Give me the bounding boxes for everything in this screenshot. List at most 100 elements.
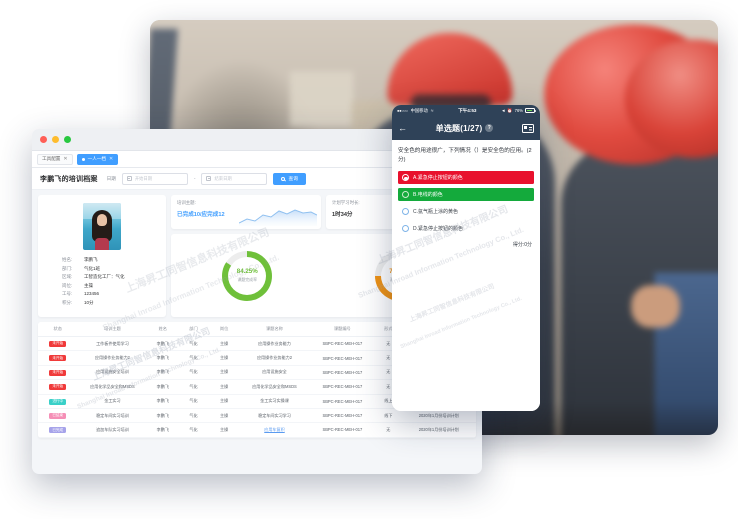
- status-badge: 未开始: [49, 355, 67, 362]
- dept-cell: 气化: [178, 365, 209, 381]
- table-row[interactable]: 已完成 追加车队实习培训 李鹏飞 气化 主操 应用车复积 SBPC-REC-MEH-017 无…: [38, 422, 476, 438]
- field-value: 李鹏飞: [84, 257, 98, 262]
- wifi-icon: ≈: [430, 108, 434, 113]
- search-button[interactable]: 查询: [273, 172, 307, 185]
- answer-card-icon[interactable]: [522, 123, 534, 133]
- theme-cell: 应用化学品安全和MSDS: [77, 379, 148, 395]
- table-row[interactable]: 未开始 应用设施安全培训 李鹏飞 气化 主操 应用设施安全 SBPC-REC-MEH-017…: [38, 365, 476, 381]
- option-label: C.氩气瓶上涂的黄色: [413, 209, 459, 216]
- avatar: [83, 203, 121, 250]
- close-tab-icon[interactable]: ✕: [108, 155, 114, 162]
- end-date-placeholder: 结束日期: [214, 175, 232, 181]
- help-icon[interactable]: ?: [485, 124, 494, 132]
- radio-icon: [402, 174, 409, 182]
- option-a[interactable]: A.紧急停止按钮的颜色: [398, 171, 534, 185]
- field-value: 123456: [84, 291, 100, 297]
- status-badge: 已完成: [49, 427, 67, 434]
- status-badge: 进行中: [49, 398, 67, 405]
- table-column-header: 岗位: [208, 322, 240, 337]
- stat-card-training-theme: 培训主题: 已完成10/应完成12: [171, 195, 321, 229]
- phone-mockup: ●●○○○ 中国移动 ≈ 下午4:53 ◄ ⏰ 76% ← 单选题(1/27) …: [392, 105, 540, 411]
- plan-cell: 2020年1月份培训计划: [401, 422, 476, 438]
- code-cell: SBPC-REC-MEH-017: [309, 336, 376, 352]
- minimize-window-icon[interactable]: [52, 136, 59, 143]
- status-badge: 未开始: [49, 369, 67, 376]
- dept-cell: 气化: [178, 422, 209, 438]
- close-tab-icon[interactable]: ✕: [63, 155, 68, 162]
- post-cell: 主操: [208, 422, 240, 438]
- topic-cell: 应用化学品安全和MSDS: [239, 379, 310, 395]
- code-cell: SBPC-REC-MEH-017: [309, 365, 376, 381]
- topic-cell: 稳定车间实习学习: [239, 408, 310, 424]
- radio-icon: [402, 191, 409, 199]
- tab-tool-config[interactable]: 工具配置 ✕: [37, 153, 73, 165]
- question-body: 安全色的用途很广，下列情况（）是安全色的应用。(2分) A.紧急停止按钮的颜色 …: [392, 140, 540, 411]
- tab-one-person-one-file[interactable]: 一人一档 ✕: [76, 153, 119, 165]
- dept-cell: 气化: [178, 394, 209, 409]
- carrier-label: 中国移动: [410, 107, 428, 113]
- status-cell: 未开始: [38, 350, 78, 366]
- search-icon: [281, 176, 286, 181]
- post-cell: 主操: [208, 394, 240, 409]
- active-tab-dot-icon: [81, 157, 85, 161]
- window-content: 姓名: 李鹏飞 部门: 气化1班 区域: 工智造化工厂：气化 岗位:: [32, 190, 482, 443]
- topic-cell: 应用设施安全: [239, 365, 310, 381]
- status-badge: 已结束: [49, 412, 67, 419]
- table-column-header: 姓名: [147, 322, 179, 337]
- calendar-icon: [126, 176, 132, 181]
- start-date-input[interactable]: 开始日期: [121, 172, 188, 185]
- training-records-table: 状态培训主题姓名部门岗位课题名称课题编号形式培训计划 未开始 工作板件使用学习李鹏…: [38, 322, 476, 438]
- theme-cell: 追加车队实习培训: [77, 422, 148, 438]
- status-cell: 未开始: [38, 379, 78, 395]
- option-c[interactable]: C.氩气瓶上涂的黄色: [398, 205, 534, 218]
- code-cell: SBPC-REC-MEH-017: [309, 408, 376, 424]
- profile-card: 姓名: 李鹏飞 部门: 气化1班 区域: 工智造化工厂：气化 岗位:: [38, 195, 166, 317]
- field-value: 主操: [84, 282, 93, 288]
- question-score: 得分:0分: [512, 242, 532, 249]
- name-cell: 李鹏飞: [147, 336, 179, 352]
- topic-cell: 应用操作业务能力2: [239, 350, 310, 366]
- name-cell: 李鹏飞: [147, 422, 179, 438]
- status-time: 下午4:53: [458, 107, 477, 113]
- topic-link[interactable]: 应用车复积: [264, 426, 285, 432]
- question-text: 安全色的用途很广，下列情况（）是安全色的应用。(2分): [398, 148, 532, 164]
- calendar-icon: [206, 176, 212, 181]
- theme-cell: 工作板件使用学习: [77, 336, 148, 352]
- close-window-icon[interactable]: [40, 136, 47, 143]
- alarm-icon: ⏰: [507, 107, 513, 113]
- status-badge: 未开始: [49, 384, 67, 391]
- end-date-input[interactable]: 结束日期: [201, 172, 268, 185]
- radio-icon: [402, 208, 409, 216]
- table-column-header: 培训主题: [77, 322, 148, 337]
- status-cell: 未开始: [38, 336, 78, 352]
- window-titlebar: [32, 129, 482, 151]
- field-key: 部门:: [62, 265, 73, 271]
- dept-cell: 气化: [178, 408, 209, 424]
- table-row[interactable]: 已结束 稳定车间实习培训 李鹏飞 气化 主操 稳定车间实习学习 SBPC-REC-MEH-0…: [38, 408, 476, 424]
- signal-dots-icon: ●●○○○: [397, 108, 408, 113]
- post-cell: 主操: [208, 336, 240, 352]
- tab-bar: 工具配置 ✕ 一人一档 ✕: [32, 151, 482, 168]
- form-cell: 线下: [375, 408, 402, 424]
- option-d[interactable]: D.紧急停止按钮的颜色: [398, 222, 534, 235]
- stat-label: 培训主题:: [177, 200, 196, 205]
- table-column-header: 课题编号: [309, 322, 376, 337]
- profile-field-row: 工号: 123456: [62, 291, 166, 297]
- option-b[interactable]: B.电线的颜色: [398, 188, 534, 202]
- page-title: 李鹏飞的培训档案: [40, 175, 98, 183]
- table-row[interactable]: 未开始 应用化学品安全和MSDS 李鹏飞 气化 主操 应用化学品安全和MSDS SBPC-R…: [38, 379, 476, 395]
- form-cell: 无: [375, 422, 402, 438]
- field-key: 工号:: [62, 291, 73, 297]
- dept-cell: 气化: [178, 350, 209, 366]
- post-cell: 主操: [208, 365, 240, 381]
- tab-label: 工具配置: [42, 155, 61, 161]
- maximize-window-icon[interactable]: [64, 136, 71, 143]
- sparkline-chart: [239, 209, 317, 226]
- code-cell: SBPC-REC-MEH-017: [309, 350, 376, 366]
- back-arrow-icon[interactable]: ←: [398, 122, 407, 133]
- status-cell: 进行中: [38, 394, 78, 409]
- profile-fields: 姓名: 李鹏飞 部门: 气化1班 区域: 工智造化工厂：气化 岗位:: [38, 257, 166, 309]
- dept-cell: 气化: [178, 379, 209, 395]
- phone-navbar: ← 单选题(1/27) ?: [392, 116, 540, 140]
- profile-field-row: 部门: 气化1班: [62, 266, 166, 272]
